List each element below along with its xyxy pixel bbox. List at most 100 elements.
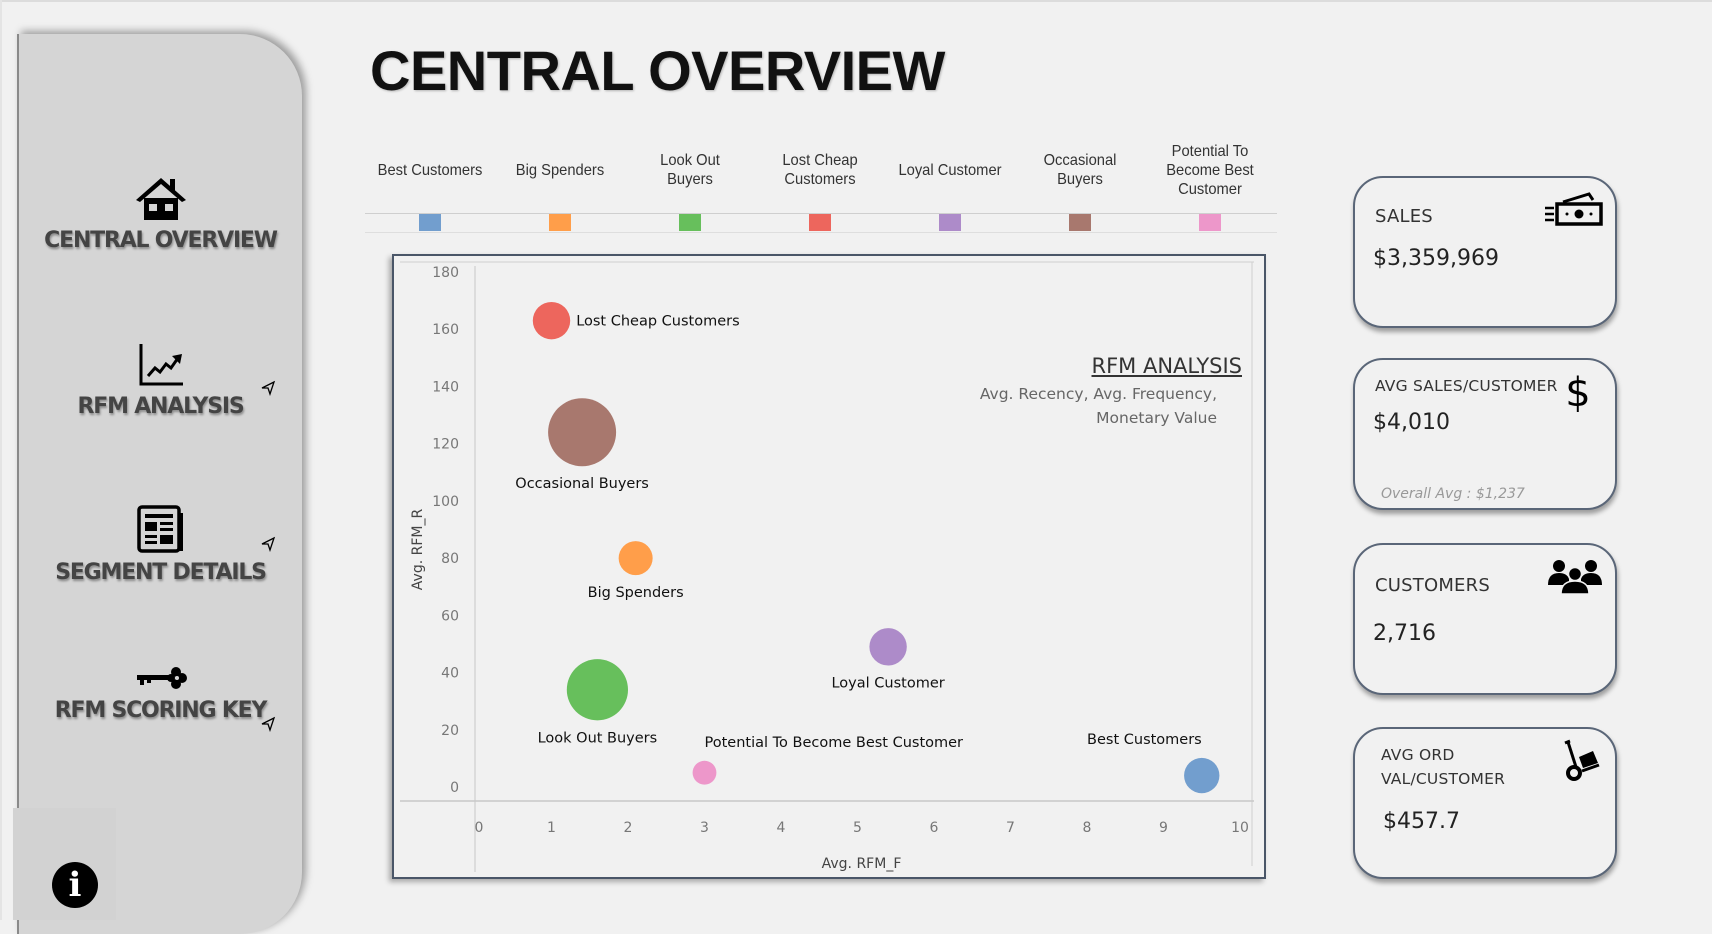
page-title: CENTRAL OVERVIEW [370,39,945,102]
navigate-arrow-icon [261,536,276,552]
legend-swatch [939,214,961,231]
x-tick-label: 2 [624,820,633,836]
x-tick-label: 9 [1159,820,1168,836]
legend: Best Customers Big Spenders Look Out Buy… [365,128,1277,233]
key-icon [136,667,187,689]
hand-truck-icon [1564,739,1600,781]
y-tick-label: 40 [441,666,459,682]
kpi-value: 2,716 [1373,621,1436,646]
kpi-card-customers: CUSTOMERS 2,716 [1353,543,1617,695]
svg-text:$: $ [1565,370,1590,414]
x-tick-label: 6 [930,820,939,836]
top-border [0,0,1712,2]
x-tick-label: 8 [1083,820,1092,836]
legend-item-loyal-customer[interactable]: Loyal Customer [885,128,1015,232]
data-label-occasional-buyers: Occasional Buyers [515,476,649,492]
y-tick-label: 100 [432,494,459,510]
x-tick-label: 4 [777,820,786,836]
legend-swatch [1199,214,1221,231]
money-icon [1545,192,1603,226]
navigate-arrow-icon [261,380,276,396]
y-tick-label: 20 [441,723,459,739]
y-tick-label: 160 [432,322,459,338]
line-chart-icon [139,344,183,386]
kpi-note: Overall Avg : $1,237 [1381,486,1525,502]
data-label-look-out-buyers: Look Out Buyers [538,730,658,746]
data-label-potential-to-become-best-customer: Potential To Become Best Customer [705,735,964,751]
sidebar: CENTRAL OVERVIEW RFM ANALYSIS SEGMENT DE… [17,34,302,934]
legend-label: Potential To Become Best Customer [1166,142,1254,198]
kpi-value: $457.7 [1383,809,1460,834]
legend-item-look-out-buyers[interactable]: Look Out Buyers [625,128,755,232]
users-icon [1548,560,1602,595]
x-axis-label: Avg. RFM_F [822,856,902,872]
data-point-big-spenders[interactable] [618,541,653,576]
legend-item-lost-cheap-customers[interactable]: Lost Cheap Customers [755,128,885,232]
legend-label: Occasional Buyers [1043,152,1117,188]
x-tick-label: 10 [1231,820,1249,836]
sidebar-item-label: RFM ANALYSIS [77,394,245,419]
data-label-best-customers: Best Customers [1087,732,1202,748]
rfm-scatter-chart[interactable]: 0 20 40 60 80 100 120 140 160 180 0 1 2 3 4 5 6 7 8 9 10 Avg.… [392,254,1264,877]
y-tick-label: 120 [432,437,459,453]
x-tick-label: 3 [700,820,709,836]
x-tick-label: 1 [547,820,556,836]
x-tick-label: 5 [853,820,862,836]
data-point-look-out-buyers[interactable] [566,659,628,721]
chart-title: RFM ANALYSIS [1091,354,1243,378]
sidebar-item-label: RFM SCORING KEY [54,698,268,723]
legend-label: Big Spenders [515,161,605,179]
left-border [0,0,2,920]
dollar-icon: $ [1565,370,1590,414]
data-point-potential-to-become-best-customer[interactable] [692,760,717,785]
data-point-occasional-buyers[interactable] [548,398,617,467]
kpi-label: CUSTOMERS [1375,575,1490,596]
data-point-lost-cheap-customers[interactable] [532,301,571,340]
legend-item-best-customers[interactable]: Best Customers [365,128,495,232]
y-tick-label: 60 [441,608,459,624]
data-point-loyal-customer[interactable] [869,628,907,666]
chart-frame [392,254,1266,879]
kpi-value: $4,010 [1373,410,1450,435]
kpi-label: AVG ORD VAL/CUSTOMER [1381,743,1531,791]
sidebar-item-rfm-scoring-key[interactable]: RFM SCORING KEY [19,664,302,732]
legend-swatch [1069,214,1091,231]
sidebar-item-rfm-analysis[interactable]: RFM ANALYSIS [19,342,302,419]
sidebar-item-label: CENTRAL OVERVIEW [44,228,278,253]
legend-label: Best Customers [377,161,483,179]
kpi-card-avg-order-value: AVG ORD VAL/CUSTOMER $457.7 [1353,727,1617,879]
y-tick-label: 180 [432,265,459,281]
sidebar-item-segment-details[interactable]: SEGMENT DETAILS [19,504,302,585]
y-tick-label: 140 [432,379,459,395]
legend-label: Look Out Buyers [660,152,720,188]
kpi-label: SALES [1375,206,1433,227]
legend-item-potential-best-customer[interactable]: Potential To Become Best Customer [1145,128,1275,232]
legend-divider [365,232,1277,233]
data-label-loyal-customer: Loyal Customer [831,676,944,692]
legend-swatch [679,214,701,231]
newspaper-icon [136,505,183,553]
legend-label: Loyal Customer [898,161,1002,179]
kpi-label: AVG SALES/CUSTOMER [1375,377,1558,395]
kpi-card-avg-sales-customer: AVG SALES/CUSTOMER $4,010 Overall Avg : … [1353,358,1617,510]
data-label-lost-cheap-customers: Lost Cheap Customers [576,314,739,330]
y-tick-label: 0 [450,780,459,796]
legend-divider [365,213,1277,214]
sidebar-item-central-overview[interactable]: CENTRAL OVERVIEW [19,174,302,253]
kpi-value: $3,359,969 [1373,246,1499,271]
kpi-label-text: AVG ORD VAL/CUSTOMER [1381,746,1506,788]
y-tick-label: 80 [441,551,459,567]
legend-swatch [419,214,441,231]
data-label-big-spenders: Big Spenders [588,585,684,601]
chart-subtitle: Avg. Recency, Avg. Frequency, Monetary V… [979,385,1217,427]
legend-label: Lost Cheap Customers [782,152,858,188]
info-icon[interactable]: i [52,862,98,908]
legend-swatch [809,214,831,231]
data-point-best-customers[interactable] [1184,757,1220,794]
sidebar-item-label: SEGMENT DETAILS [55,560,267,585]
legend-item-big-spenders[interactable]: Big Spenders [495,128,625,232]
x-tick-label: 0 [475,820,484,836]
y-axis-label: Avg. RFM_R [410,509,426,591]
legend-item-occasional-buyers[interactable]: Occasional Buyers [1015,128,1145,232]
navigate-arrow-icon [261,716,276,732]
